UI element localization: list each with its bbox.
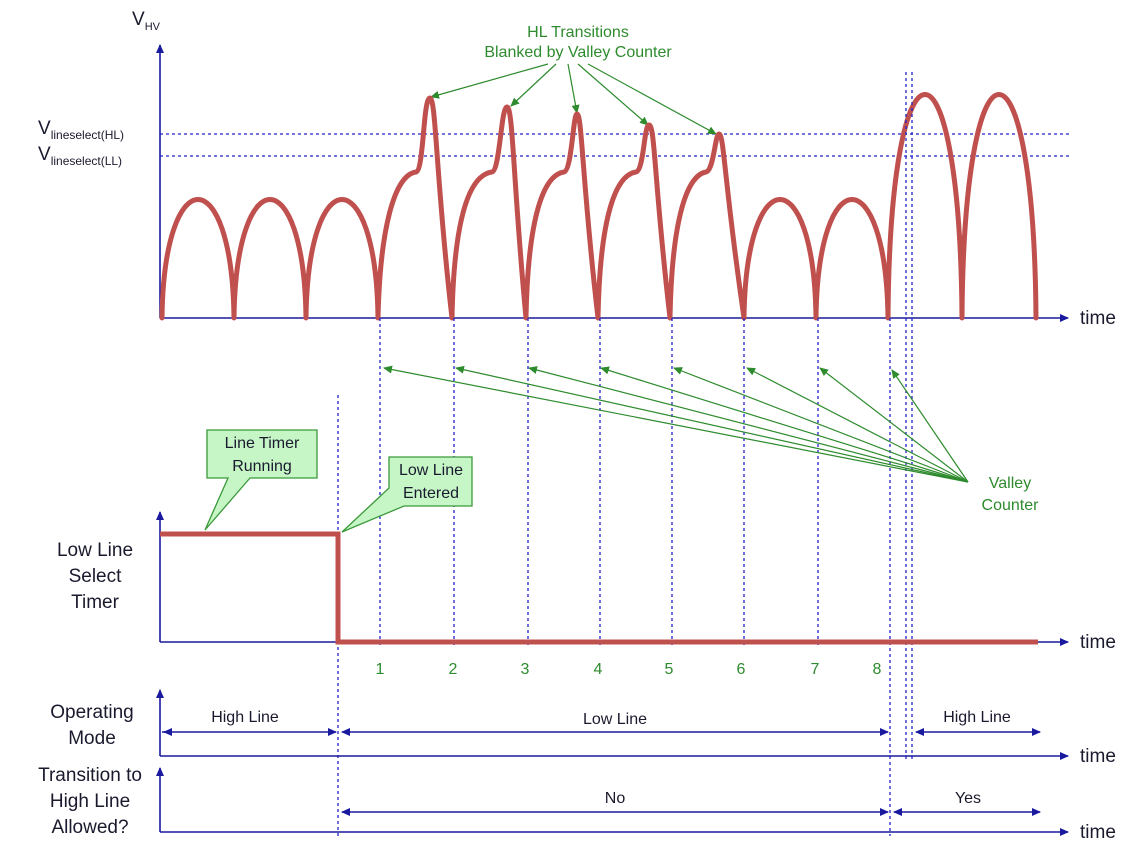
svg-text:1: 1 xyxy=(376,661,385,678)
timer-label-3: Timer xyxy=(71,592,120,613)
allowed-label-3: Allowed? xyxy=(51,817,128,838)
timer-label-2: Select xyxy=(69,566,123,587)
vhv-waveform xyxy=(159,92,1039,321)
time-label-mode: time xyxy=(1080,746,1116,767)
vhv-axis-label: VHV xyxy=(132,9,161,33)
svg-text:8: 8 xyxy=(873,661,882,678)
svg-text:3: 3 xyxy=(521,661,530,678)
valley-markers xyxy=(337,72,913,836)
svg-text:4: 4 xyxy=(594,661,603,678)
hl-transitions-subtitle: Blanked by Valley Counter xyxy=(484,44,672,61)
allowed-label-2: High Line xyxy=(50,791,130,812)
timer-waveform xyxy=(160,531,1038,645)
svg-text:Low Line: Low Line xyxy=(399,462,463,479)
valley-numbers: 1 2 3 4 5 6 7 8 xyxy=(376,661,882,678)
mode-low-line: Low Line xyxy=(583,711,647,728)
svg-text:5: 5 xyxy=(665,661,674,678)
valley-counter-label-1: Valley xyxy=(989,475,1031,492)
hl-transitions-title: HL Transitions xyxy=(527,24,629,41)
allowed-label-1: Transition to xyxy=(38,765,142,786)
time-label-top: time xyxy=(1080,308,1116,329)
svg-text:2: 2 xyxy=(449,661,458,678)
mode-high-line-left: High Line xyxy=(211,709,279,726)
svg-text:6: 6 xyxy=(737,661,746,678)
hl-transition-arrows xyxy=(430,63,717,135)
allowed-no: No xyxy=(605,790,626,807)
mode-label-2: Mode xyxy=(68,728,116,749)
valley-counter-arrows xyxy=(383,365,969,483)
callout-low-line-entered: Low Line Entered xyxy=(341,456,473,533)
svg-text:Line Timer: Line Timer xyxy=(225,435,300,452)
time-label-timer: time xyxy=(1080,632,1116,653)
mode-high-line-right: High Line xyxy=(943,709,1011,726)
threshold-ll-label: Vlineselect(LL) xyxy=(38,144,122,168)
svg-text:Entered: Entered xyxy=(403,485,459,502)
timer-label-1: Low Line xyxy=(57,540,133,561)
mode-label-1: Operating xyxy=(50,702,133,723)
valley-counter-label-2: Counter xyxy=(982,497,1040,514)
threshold-hl-label: Vlineselect(HL) xyxy=(38,118,124,142)
allowed-yes: Yes xyxy=(955,790,981,807)
time-label-allowed: time xyxy=(1080,822,1116,843)
callout-line-timer-running: Line Timer Running xyxy=(204,429,318,531)
svg-text:Running: Running xyxy=(232,458,292,475)
svg-text:7: 7 xyxy=(811,661,820,678)
